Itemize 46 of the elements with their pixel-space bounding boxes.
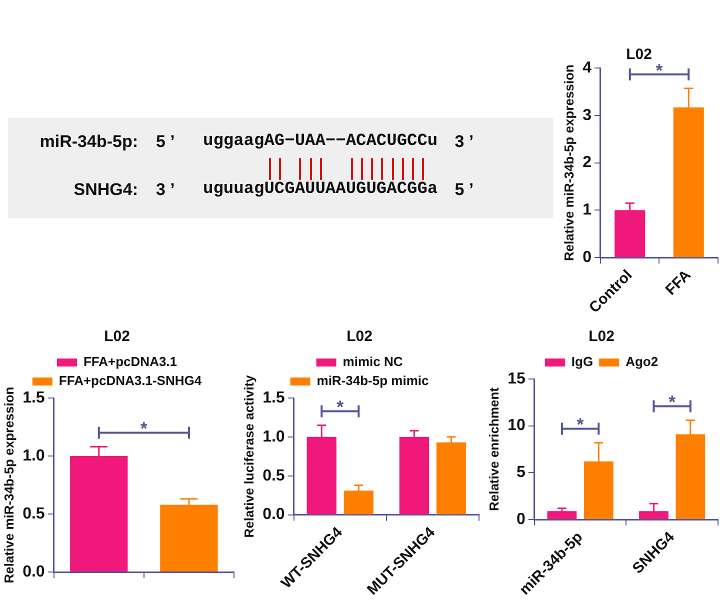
y-axis-title: Relative enrichment xyxy=(486,386,502,512)
annotation: * xyxy=(576,414,584,435)
y-tick-label: 1.0 xyxy=(22,447,45,464)
text: SNHG4: xyxy=(72,180,138,200)
y-tick-label: 0 xyxy=(582,248,592,266)
y-tick-label: 0.5 xyxy=(262,467,285,484)
text: 3 ’ xyxy=(156,180,175,200)
annotation: * xyxy=(336,397,344,418)
y-tick-label: 10 xyxy=(508,417,526,434)
y-tick-label: 0.5 xyxy=(22,505,45,522)
legend-label: FFA+pcDNA3.1-SNHG4 xyxy=(58,373,202,388)
y-tick-label: 1 xyxy=(582,202,592,219)
y-tick-label: 0 xyxy=(516,510,526,528)
chart-title: L02 xyxy=(626,46,652,64)
y-tick-label: 2 xyxy=(582,154,592,172)
y-axis-title: Relative miR-34b-5p expression xyxy=(561,64,576,262)
chart-title: L02 xyxy=(346,328,372,346)
y-tick-label: 1.5 xyxy=(22,389,45,406)
bar xyxy=(547,511,577,520)
legend-label: mimic NC xyxy=(342,354,404,370)
y-axis-title: Relative luciferase activity xyxy=(241,374,256,538)
x-tick-label: FFA xyxy=(662,266,694,299)
text: 3 ’ xyxy=(454,132,474,152)
y-tick-label: 4 xyxy=(582,59,592,76)
chart-title: L02 xyxy=(104,328,130,346)
y-tick-label: 1.5 xyxy=(262,389,285,406)
chart-title: L02 xyxy=(588,328,614,346)
text: uggaagAG−UAA−−ACACUGCCu xyxy=(203,132,438,151)
legend-label: Ago2 xyxy=(626,354,658,370)
y-tick-label: 5 xyxy=(516,464,526,482)
text: 5 ’ xyxy=(156,132,175,152)
annotation: * xyxy=(656,60,663,80)
annotation: * xyxy=(668,392,676,412)
y-axis-title: Relative miR-34b-5p expression xyxy=(1,386,16,584)
annotation: * xyxy=(140,418,148,439)
y-tick-label: 15 xyxy=(508,370,526,388)
y-tick-label: 1.0 xyxy=(262,428,285,446)
text: 5 ’ xyxy=(454,180,474,200)
y-tick-label: 3 xyxy=(582,106,592,124)
y-tick-label: 0.0 xyxy=(22,563,45,580)
text: uguuagUCGAUUAAUGUGACGGa xyxy=(203,180,438,199)
text: miR-34b-5p: xyxy=(38,132,138,152)
legend-label: FFA+pcDNA3.1 xyxy=(83,354,178,370)
y-tick-label: 0.0 xyxy=(262,506,285,524)
legend-label: IgG xyxy=(571,354,594,370)
legend-label: miR-34b-5p mimic xyxy=(316,373,429,388)
